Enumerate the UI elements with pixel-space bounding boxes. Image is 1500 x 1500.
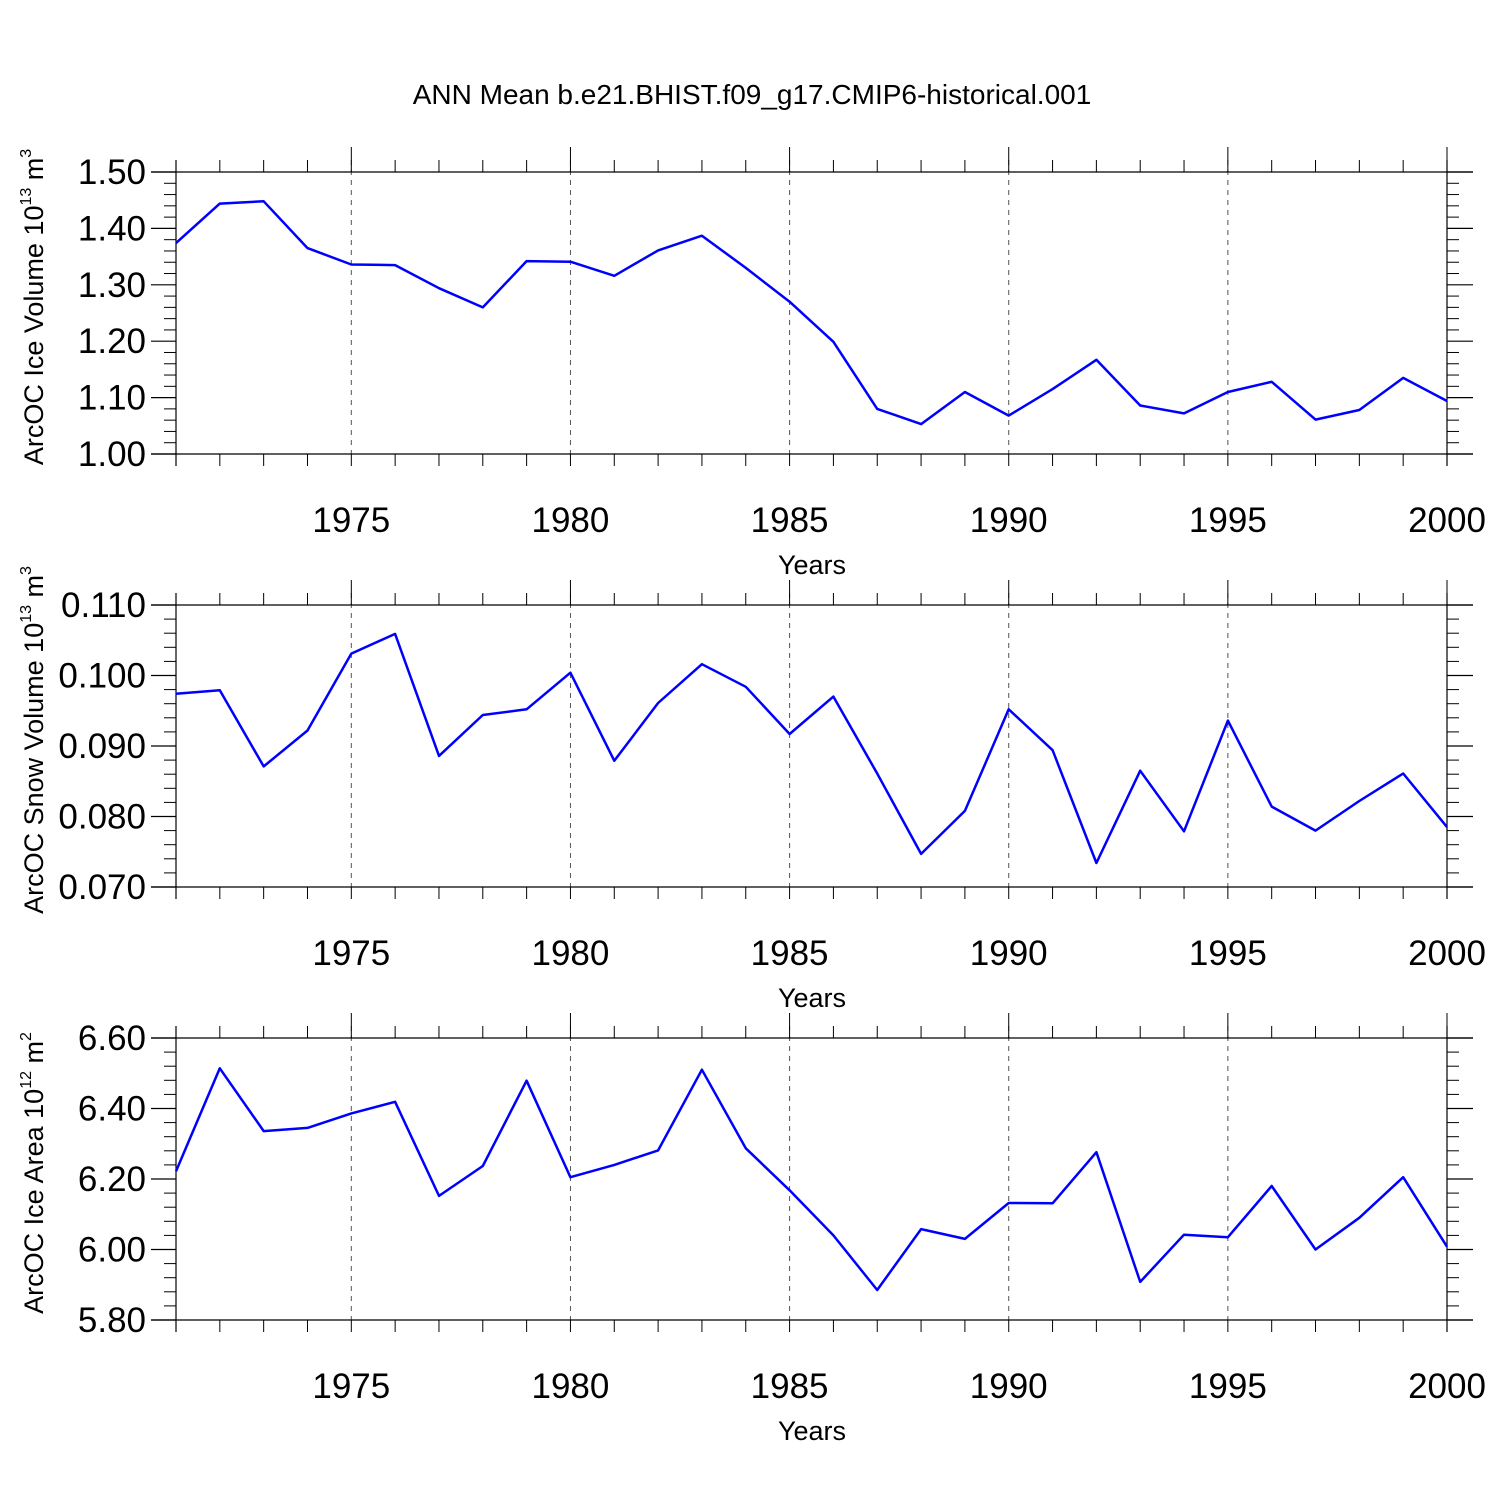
series-line xyxy=(174,1067,1449,1292)
y-tick-label: 6.00 xyxy=(78,1231,146,1270)
y-tick-label: 0.090 xyxy=(58,727,146,766)
x-tick-label: 1985 xyxy=(751,1367,829,1406)
x-tick-label: 1975 xyxy=(312,501,390,540)
y-tick-label: 0.070 xyxy=(58,868,146,907)
y-axis-label: ArcOC Ice Area 1012 m2 xyxy=(18,1032,49,1314)
x-axis-label: Years xyxy=(778,550,846,580)
series-line xyxy=(175,632,1448,865)
y-tick-label: 1.20 xyxy=(78,322,146,361)
x-axis-label: Years xyxy=(778,983,846,1013)
x-tick-label: 1980 xyxy=(532,501,610,540)
x-tick-label: 1990 xyxy=(970,1367,1048,1406)
y-tick-label: 1.10 xyxy=(78,379,146,418)
x-tick-label: 1995 xyxy=(1189,501,1267,540)
x-tick-label: 1975 xyxy=(312,1367,390,1406)
x-axis-label: Years xyxy=(778,1416,846,1446)
x-tick-label: 1990 xyxy=(970,934,1048,973)
y-axis-label: ArcOC Snow Volume 1013 m3 xyxy=(18,566,49,914)
y-tick-label: 6.40 xyxy=(78,1090,146,1129)
x-tick-label: 1985 xyxy=(751,501,829,540)
chart-title: ANN Mean b.e21.BHIST.f09_g17.CMIP6-histo… xyxy=(413,79,1092,110)
x-tick-label: 1995 xyxy=(1189,934,1267,973)
x-tick-label: 1980 xyxy=(532,1367,610,1406)
y-tick-label: 1.40 xyxy=(78,209,146,248)
y-tick-label: 6.60 xyxy=(78,1019,146,1058)
y-tick-label: 0.110 xyxy=(61,586,146,625)
y-tick-label: 0.100 xyxy=(58,657,146,696)
y-tick-label: 6.20 xyxy=(78,1160,146,1199)
panel-3: 5.80 6.00 6.20 6.40 6.60 1975 1980 1985 1990 1995… xyxy=(18,1013,1486,1446)
x-tick-label: 2000 xyxy=(1408,1367,1486,1406)
x-tick-label: 2000 xyxy=(1408,501,1486,540)
x-tick-label: 1995 xyxy=(1189,1367,1267,1406)
x-tick-label: 1980 xyxy=(532,934,610,973)
x-tick-label: 1985 xyxy=(751,934,829,973)
series-line xyxy=(175,200,1448,426)
panel-1: 1.00 1.10 1.20 1.30 1.40 1.50 1975 1980 1985 1990… xyxy=(18,147,1486,580)
panel-2: 0.070 0.080 0.090 0.100 0.110 1975 1980 1985 199… xyxy=(18,566,1486,1013)
x-tick-label: 2000 xyxy=(1408,934,1486,973)
y-tick-label: 5.80 xyxy=(78,1301,146,1340)
x-tick-label: 1990 xyxy=(970,501,1048,540)
panels: 1.00 1.10 1.20 1.30 1.40 1.50 1975 1980 1985 1990… xyxy=(18,147,1486,1446)
y-tick-label: 1.50 xyxy=(78,153,146,192)
y-tick-label: 1.00 xyxy=(78,435,146,474)
y-axis-label: ArcOC Ice Volume 1013 m3 xyxy=(18,149,49,465)
y-tick-label: 0.080 xyxy=(58,798,146,837)
y-tick-label: 1.30 xyxy=(78,266,146,305)
x-tick-label: 1975 xyxy=(312,934,390,973)
